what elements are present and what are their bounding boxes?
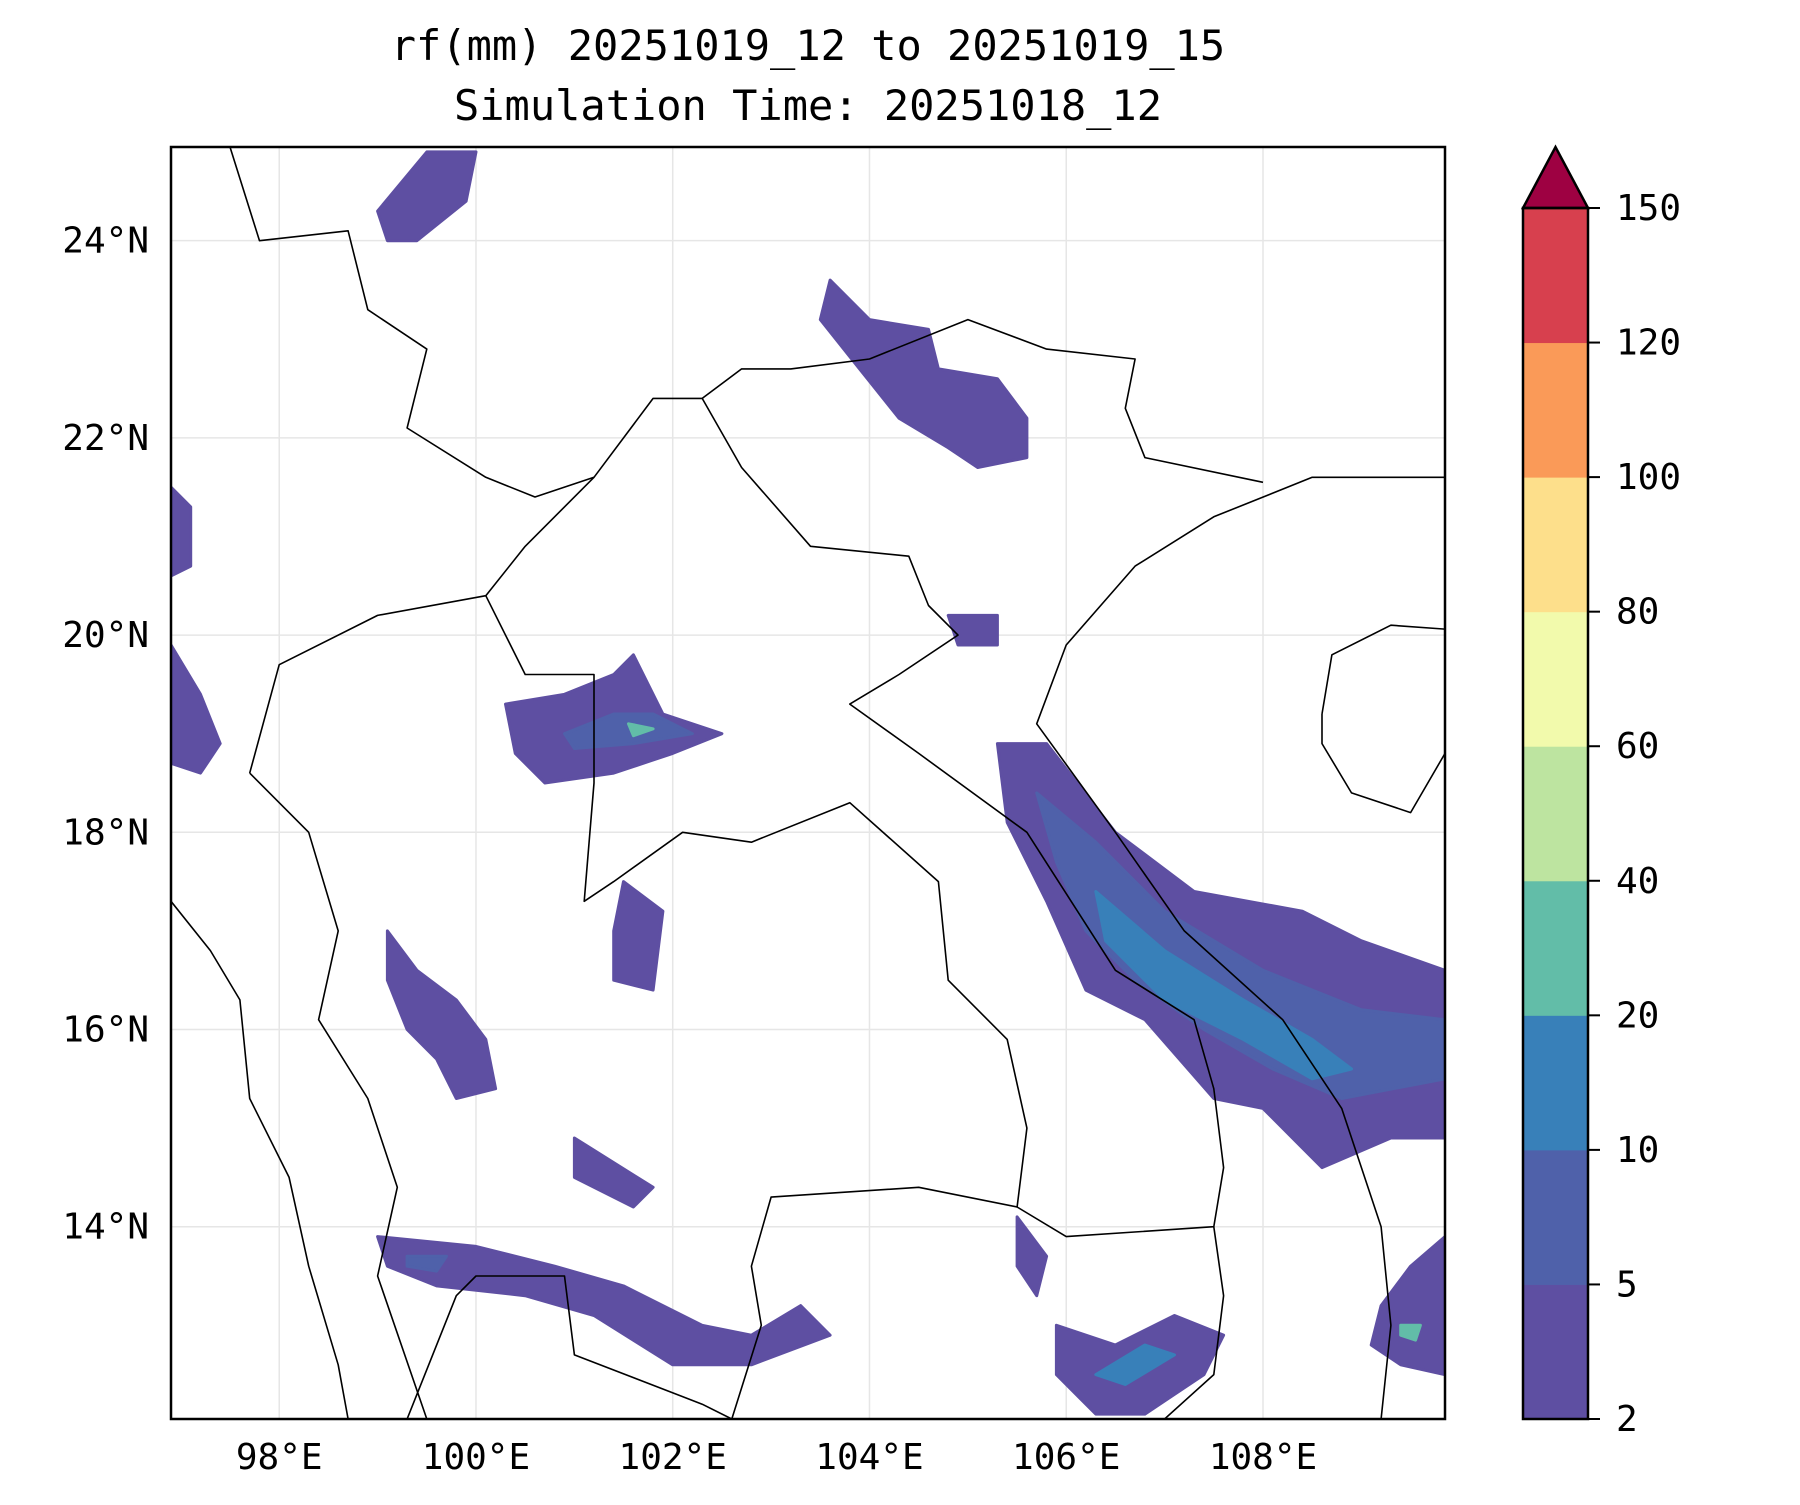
colorbar-segment (1523, 1149, 1588, 1285)
x-axis-ticks: 98°E 100°E 102°E 104°E 106°E 108°E (236, 1437, 1317, 1478)
rain-contour-region (385, 929, 498, 1100)
border-line (171, 900, 349, 1419)
rain-contour-region (1094, 1343, 1176, 1386)
rain-contour-region (171, 643, 222, 775)
colorbar-segment (1523, 746, 1588, 882)
colorbar-tick-label: 40 (1616, 861, 1659, 902)
border-line (249, 772, 428, 1419)
x-tick-label: 108°E (1209, 1437, 1317, 1478)
axes-frame (169, 145, 1447, 1421)
rain-contour-region (1094, 890, 1353, 1081)
rain-contour-region (818, 278, 1029, 469)
y-tick-label: 14°N (62, 1207, 149, 1248)
rain-contour-region (376, 1235, 832, 1367)
rainfall-contours (171, 150, 1445, 1416)
colorbar-segment (1523, 1284, 1588, 1420)
colorbar-segment (1523, 1015, 1588, 1151)
colorbar-tick-label: 10 (1616, 1130, 1659, 1171)
colorbar-tick-label: 5 (1616, 1264, 1638, 1305)
rain-contour-region (946, 613, 999, 647)
border-line (1164, 1226, 1225, 1419)
colorbar-segment (1523, 611, 1588, 747)
colorbar-tick-label: 2 (1616, 1399, 1638, 1440)
x-tick-label: 104°E (815, 1437, 923, 1478)
colorbar-tick-label: 100 (1616, 457, 1681, 498)
rain-contour-region (376, 150, 478, 243)
chart-title-line2: Simulation Time: 20251018_12 (454, 81, 1162, 130)
colorbar-segment (1523, 477, 1588, 613)
border-line (1321, 624, 1445, 814)
y-tick-label: 20°N (62, 615, 149, 656)
colorbar: 2 5 10 20 40 60 80 100 120 150 (1520, 144, 1681, 1440)
rain-contour-region (572, 1136, 655, 1209)
rain-contour-region (1399, 1323, 1422, 1342)
chart-title-line1: rf(mm) 20251019_12 to 20251019_15 (391, 21, 1225, 70)
colorbar-tick-label: 20 (1616, 995, 1659, 1036)
colorbar-extend-arrow (1520, 144, 1591, 210)
x-tick-label: 100°E (422, 1437, 530, 1478)
y-tick-label: 18°N (62, 812, 149, 853)
colorbar-frame (1521, 206, 1590, 1421)
x-tick-label: 102°E (619, 1437, 727, 1478)
colorbar-tick-label: 60 (1616, 726, 1659, 767)
colorbar-tick-label: 80 (1616, 592, 1659, 633)
colorbar-tick-label: 150 (1616, 188, 1681, 229)
border-line (229, 147, 595, 498)
rain-contour-region (612, 880, 665, 992)
colorbar-segment (1523, 880, 1588, 1016)
y-tick-label: 16°N (62, 1010, 149, 1051)
rain-contour-region (627, 722, 655, 738)
rain-contour-region (563, 712, 694, 750)
border-line (248, 594, 486, 774)
border-line (1035, 476, 1445, 1419)
y-tick-label: 22°N (62, 418, 149, 459)
border-line (701, 318, 1264, 484)
border-line (485, 397, 1225, 1238)
rain-contour-region (171, 485, 193, 578)
border-line (731, 1186, 1018, 1419)
x-tick-label: 98°E (236, 1437, 323, 1478)
rain-contour-region (1035, 791, 1445, 1100)
colorbar-segment (1523, 342, 1588, 478)
y-tick-label: 24°N (62, 221, 149, 262)
colorbar-segment (1523, 208, 1588, 344)
rain-contour-region (405, 1254, 448, 1273)
x-tick-label: 106°E (1012, 1437, 1120, 1478)
colorbar-tick-label: 120 (1616, 323, 1681, 364)
border-line (406, 1275, 733, 1419)
rain-contour-region (1015, 1215, 1049, 1298)
coastlines-borders (171, 147, 1445, 1419)
gridlines (171, 147, 1445, 1419)
rain-contour-region (1369, 1235, 1445, 1377)
y-axis-ticks: 24°N 22°N 20°N 18°N 16°N 14°N (62, 221, 149, 1248)
